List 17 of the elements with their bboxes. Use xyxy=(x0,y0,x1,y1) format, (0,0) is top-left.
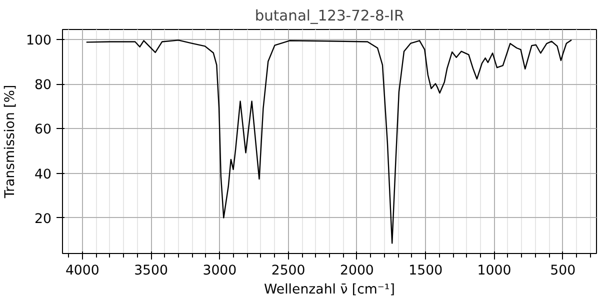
line-series xyxy=(86,39,572,244)
y-axis-title: Transmission [%] xyxy=(3,84,18,200)
y-tick-label: 80 xyxy=(34,78,52,94)
x-tick-label: 3000 xyxy=(202,264,237,278)
y-tick-label: 100 xyxy=(26,34,52,49)
x-tick-label: 2500 xyxy=(271,264,306,278)
chart-title: butanal_123-72-8-IR xyxy=(254,8,404,24)
y-tick-label: 20 xyxy=(34,212,52,227)
x-tick-label: 500 xyxy=(550,264,576,278)
y-tick-label: 60 xyxy=(34,122,52,138)
y-tick-label: 40 xyxy=(34,167,52,182)
x-tick-label: 2000 xyxy=(340,264,374,278)
x-tick-label: 1000 xyxy=(477,264,512,278)
x-tick-label: 3500 xyxy=(134,264,168,278)
x-tick-label: 1500 xyxy=(408,264,443,278)
x-axis-title: Wellenzahl ν̄ [cm⁻¹] xyxy=(264,282,395,298)
x-tick-label: 4000 xyxy=(65,264,100,278)
